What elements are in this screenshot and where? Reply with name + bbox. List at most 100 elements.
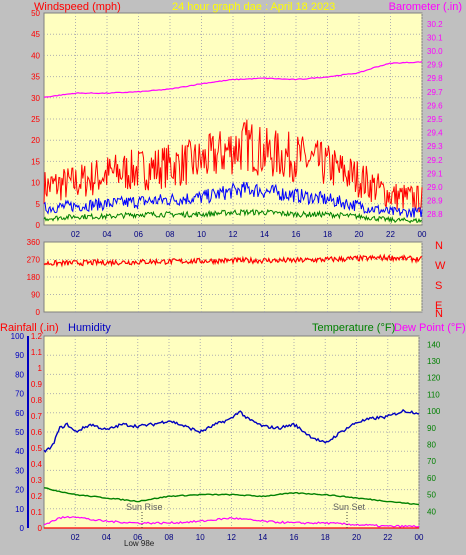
wind-tick-label: 50 (31, 9, 40, 18)
rainfall-tick-label: 0.7 (31, 412, 43, 421)
temperature-tick-label: 140 (427, 340, 441, 349)
temperature-tick-label: 110 (427, 390, 440, 399)
temperature-tick-label: 60 (427, 474, 436, 483)
temperature-tick-label: 90 (427, 424, 436, 433)
rainfall-tick-label: 0.1 (31, 508, 43, 517)
time-tick-label: 14 (260, 230, 269, 239)
barometer-tick-label: 29.4 (427, 129, 443, 138)
time-tick-label: 16 (290, 533, 299, 542)
time-tick-label: 10 (196, 533, 205, 542)
rainfall-axis-title: Rainfall (.in) (0, 322, 59, 334)
humidity-line (43, 408, 420, 453)
temperature-axis-title: Temperature (°F) (312, 322, 395, 334)
time-tick-label: 12 (229, 230, 238, 239)
barometer-tick-label: 29.0 (427, 183, 443, 192)
humidity-tick-label: 50 (15, 428, 24, 437)
barometer-tick-label: 29.6 (427, 101, 443, 110)
time-tick-label: 00 (418, 230, 427, 239)
dew-point-line (43, 515, 420, 529)
wind-tick-label: 5 (36, 200, 41, 209)
windspeed-gust-line (43, 119, 423, 213)
barometer-tick-label: 30.1 (427, 33, 443, 42)
temperature-tick-label: 40 (427, 507, 436, 516)
windspeed-low-line (43, 208, 423, 224)
temperature-tick-label: 50 (427, 491, 436, 500)
direction-tick-label: 180 (27, 273, 41, 282)
rainfall-tick-label: 0 (38, 524, 43, 533)
dew-point-axis-title: Dew Point (°F) (394, 322, 466, 334)
barometer-tick-label: 29.1 (427, 169, 443, 178)
humidity-tick-label: 30 (15, 466, 24, 475)
barometer-line (43, 61, 423, 98)
time-tick-label: 04 (103, 230, 112, 239)
compass-letter: N (435, 240, 443, 252)
temperature-line (43, 487, 420, 506)
wind-tick-label: 35 (31, 73, 40, 82)
direction-tick-label: 0 (36, 308, 41, 317)
time-tick-label: 22 (386, 230, 395, 239)
temperature-tick-label: 80 (427, 441, 436, 450)
time-tick-label: 20 (355, 230, 364, 239)
wind-axis-title: Windspeed (mph) (34, 1, 121, 13)
rainfall-tick-label: 0.9 (31, 380, 43, 389)
barometer-tick-label: 29.2 (427, 156, 443, 165)
barometer-tick-label: 28.8 (427, 210, 443, 219)
barometer-tick-label: 29.8 (427, 74, 443, 83)
temperature-tick-label: 120 (427, 374, 441, 383)
time-tick-label: 14 (258, 533, 267, 542)
barometer-tick-label: 29.3 (427, 142, 443, 151)
barometer-axis-title: Barometer (.in) (389, 1, 462, 13)
graph-title: 24 hour graph dae : April 18 2023 (172, 1, 335, 13)
humidity-tick-label: 90 (15, 351, 24, 360)
wind-tick-label: 25 (31, 115, 40, 124)
rainfall-tick-label: 0.4 (31, 460, 43, 469)
rainfall-tick-label: 0.3 (31, 476, 43, 485)
rainfall-tick-label: 1.1 (31, 348, 43, 357)
time-tick-label: 18 (323, 230, 332, 239)
compass-letter: N (435, 308, 443, 320)
compass-letter: E (435, 300, 442, 312)
humidity-axis-title: Humidity (68, 322, 111, 334)
tick-labels: 0510152025303540455028.828.929.029.129.2… (11, 9, 443, 542)
time-tick-label: 02 (71, 230, 80, 239)
humidity-tick-label: 70 (15, 390, 24, 399)
compass-letter: S (435, 280, 442, 292)
time-tick-label: 16 (292, 230, 301, 239)
wind-tick-label: 40 (31, 51, 40, 60)
temperature-tick-label: 100 (427, 407, 441, 416)
time-tick-label: 06 (134, 230, 143, 239)
rainfall-tick-label: 0.6 (31, 428, 43, 437)
rainfall-tick-label: 0.5 (31, 444, 43, 453)
time-tick-label: 02 (71, 533, 80, 542)
humidity-tick-label: 100 (11, 332, 25, 341)
time-tick-label: 12 (227, 533, 236, 542)
series (43, 61, 423, 529)
humidity-tick-label: 40 (15, 447, 24, 456)
direction-tick-label: 270 (27, 256, 41, 265)
barometer-tick-label: 30.0 (427, 47, 443, 56)
time-tick-label: 00 (415, 533, 424, 542)
time-tick-label: 08 (165, 533, 174, 542)
wind-tick-label: 15 (31, 157, 40, 166)
barometer-tick-label: 30.2 (427, 20, 443, 29)
rainfall-tick-label: 1.2 (31, 332, 43, 341)
direction-tick-label: 360 (27, 238, 41, 247)
time-tick-label: 04 (102, 533, 111, 542)
barometer-tick-label: 29.9 (427, 61, 443, 70)
time-tick-label: 06 (133, 533, 142, 542)
windspeed-average-line (43, 181, 423, 218)
barometer-tick-label: 29.7 (427, 88, 443, 97)
barometer-tick-label: 29.5 (427, 115, 443, 124)
rainfall-tick-label: 0.2 (31, 492, 43, 501)
rainfall-tick-label: 1 (38, 364, 43, 373)
sunrise-label: Sun Rise (126, 502, 163, 512)
rainfall-tick-label: 0.8 (31, 396, 43, 405)
temperature-tick-label: 130 (427, 357, 441, 366)
direction-tick-label: 90 (31, 291, 40, 300)
humidity-tick-label: 10 (15, 505, 24, 514)
wind-tick-label: 0 (36, 221, 41, 230)
wind-direction-line (43, 253, 423, 268)
barometer-tick-label: 28.9 (427, 197, 443, 206)
